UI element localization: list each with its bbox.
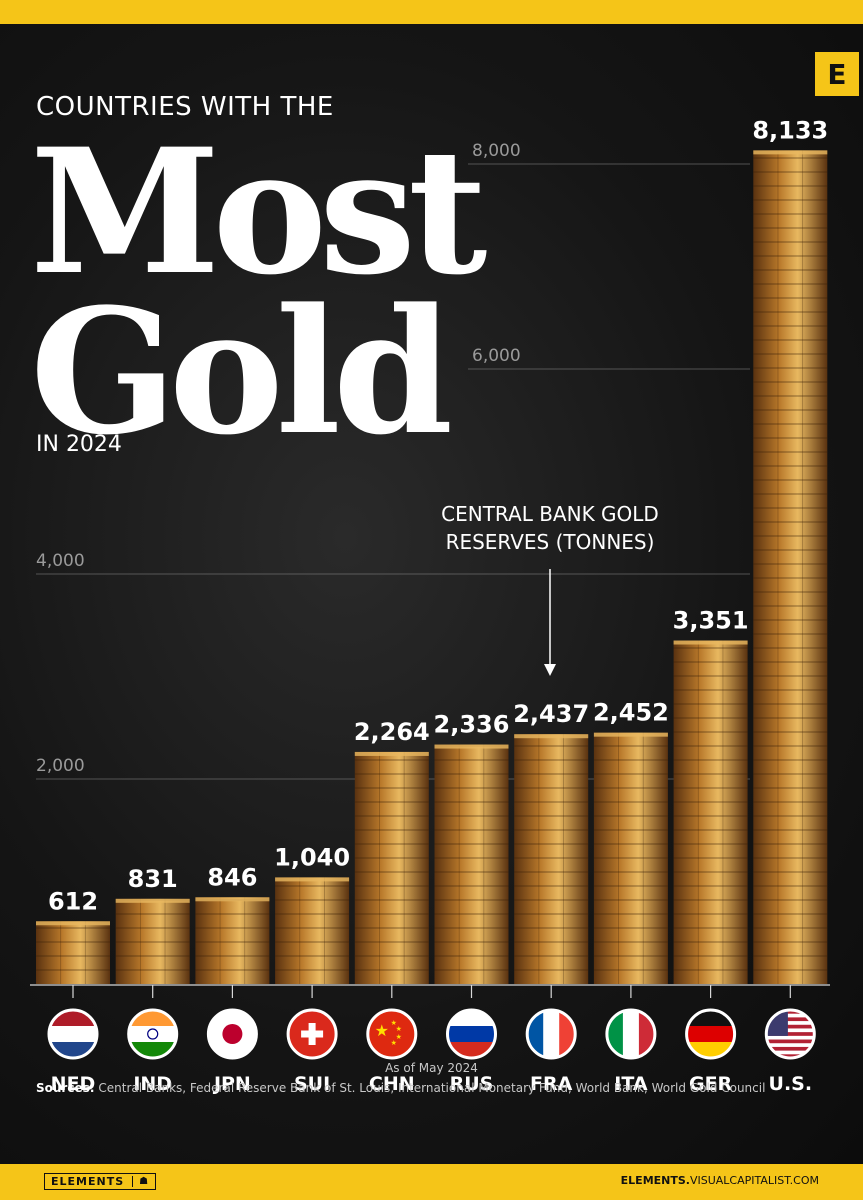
bar xyxy=(275,877,350,984)
category-label: GER xyxy=(689,1073,733,1095)
bar xyxy=(753,150,828,984)
bar xyxy=(36,921,110,984)
flag-ring xyxy=(685,1008,737,1060)
value-label: 8,133 xyxy=(752,116,828,144)
title-sub: IN 2024 xyxy=(36,432,122,457)
category-label: RUS xyxy=(450,1073,494,1095)
bar-top-highlight xyxy=(514,734,589,739)
value-label: 2,336 xyxy=(434,711,510,739)
flag-ring xyxy=(286,1008,338,1060)
flag-ring xyxy=(47,1008,99,1060)
value-label: 1,040 xyxy=(274,843,350,871)
sources-line: Sources: Central Banks, Federal Reserve … xyxy=(36,1081,836,1095)
bar xyxy=(434,744,509,984)
sources-label: Sources: xyxy=(36,1081,95,1095)
footer-brand-text: ELEMENTS xyxy=(51,1175,125,1188)
annotation-label: CENTRAL BANK GOLD RESERVES (TONNES) xyxy=(441,502,659,554)
svg-text:★: ★ xyxy=(391,1019,397,1027)
bar xyxy=(195,897,270,984)
flag-ring xyxy=(127,1008,179,1060)
flag-ring xyxy=(525,1008,577,1060)
svg-text:★: ★ xyxy=(396,1033,402,1041)
elements-logo-icon: E xyxy=(815,52,859,96)
bar-top-highlight xyxy=(36,921,110,926)
bar xyxy=(354,751,429,984)
category-label: IND xyxy=(133,1073,172,1095)
bar-top-highlight xyxy=(434,744,509,749)
title-most: Most xyxy=(30,110,487,313)
bar-top-highlight xyxy=(673,640,748,645)
bar xyxy=(673,640,748,984)
category-label: U.S. xyxy=(769,1073,813,1095)
footer-url-bold: ELEMENTS. xyxy=(620,1174,690,1187)
sources-text: Central Banks, Federal Reserve Bank of S… xyxy=(98,1081,766,1095)
svg-text:★: ★ xyxy=(375,1021,389,1040)
y-tick-label: 2,000 xyxy=(36,756,85,776)
y-tick-label: 8,000 xyxy=(472,141,521,161)
bar-top-highlight xyxy=(593,732,668,737)
svg-text:★: ★ xyxy=(396,1025,402,1033)
title-top: COUNTRIES WITH THE xyxy=(36,92,334,122)
category-label: NED xyxy=(51,1073,96,1095)
value-label: 3,351 xyxy=(673,607,749,635)
y-tick-label: 6,000 xyxy=(472,346,521,366)
value-label: 846 xyxy=(207,863,257,891)
annotation-arrow-head-icon xyxy=(544,664,556,676)
flag-ring xyxy=(764,1008,816,1060)
footer-url-rest: VISUALCAPITALIST.COM xyxy=(689,1174,819,1187)
flag-ring xyxy=(605,1008,657,1060)
title-gold: Gold xyxy=(30,270,453,473)
value-label: 2,264 xyxy=(354,718,430,746)
flag-ring xyxy=(446,1008,497,1060)
value-label: 2,437 xyxy=(513,700,589,728)
y-tick-label: 4,000 xyxy=(36,551,85,571)
as-of-date: As of May 2024 xyxy=(385,1061,478,1075)
bar-top-highlight xyxy=(115,898,190,903)
bar-top-highlight xyxy=(195,897,270,902)
value-label: 612 xyxy=(48,887,98,915)
flag-ring xyxy=(206,1008,258,1060)
category-label: SUI xyxy=(294,1073,330,1095)
bar-top-highlight xyxy=(753,150,828,155)
footer-brand-icon: ☗ xyxy=(132,1176,149,1187)
usa-flag-icon xyxy=(766,1010,815,1058)
value-label: 2,452 xyxy=(593,699,669,727)
bar-top-highlight xyxy=(275,877,350,882)
gold-reserves-chart: 2,000 4,000 6,000 8,000 612 NED 831 IND 846 JPN 1,… xyxy=(30,116,830,1095)
value-label: 831 xyxy=(128,865,178,893)
category-label: ITA xyxy=(614,1073,648,1095)
category-label: FRA xyxy=(530,1073,573,1095)
bar xyxy=(115,898,190,984)
category-label: JPN xyxy=(212,1073,251,1095)
footer-url: ELEMENTS.VISUALCAPITALIST.COM xyxy=(621,1174,819,1187)
footer-brand: ELEMENTS ☗ xyxy=(44,1173,157,1190)
flag-ring xyxy=(366,1008,418,1060)
svg-text:★: ★ xyxy=(391,1039,397,1047)
bar xyxy=(514,734,589,984)
category-label: CHN xyxy=(369,1073,415,1095)
bar-top-highlight xyxy=(354,751,429,756)
